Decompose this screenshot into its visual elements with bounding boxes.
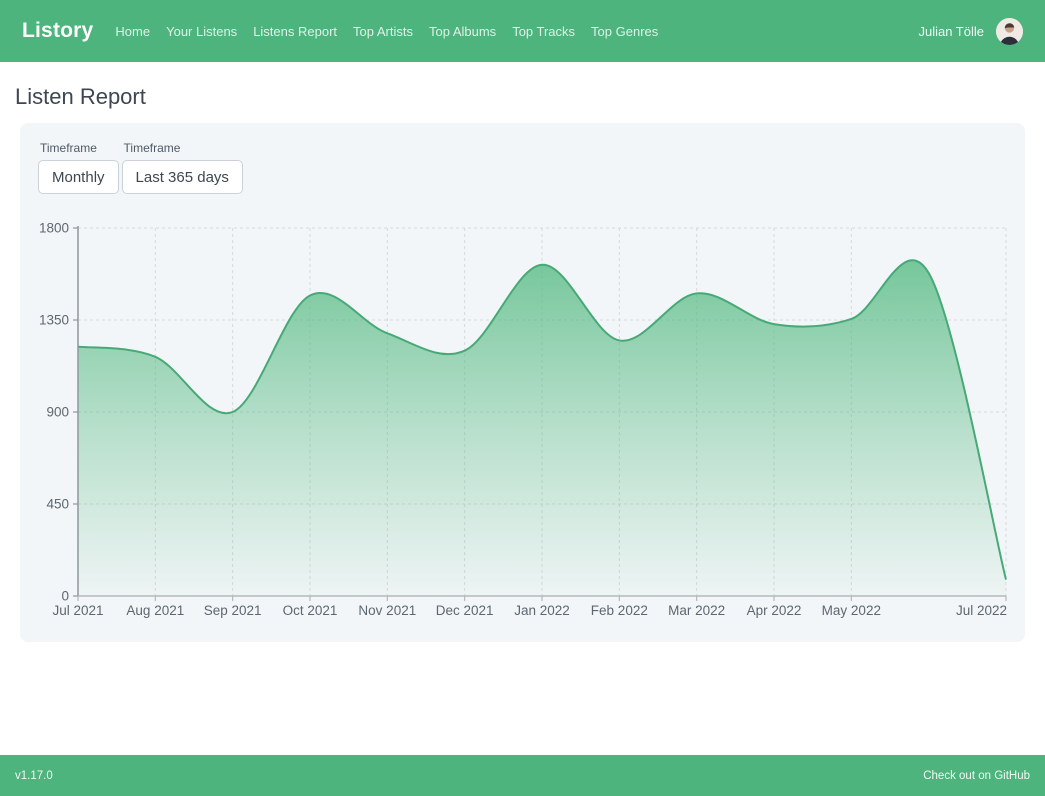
report-card: Timeframe Monthly Timeframe Last 365 day… <box>20 123 1025 642</box>
nav-item-top-artists[interactable]: Top Artists <box>353 23 413 39</box>
x-axis-label: Jul 2021 <box>52 603 103 618</box>
x-axis-label: Dec 2021 <box>436 603 494 618</box>
nav-item-home[interactable]: Home <box>115 23 151 39</box>
nav-item-top-tracks[interactable]: Top Tracks <box>512 23 576 39</box>
github-link[interactable]: Check out on GitHub <box>923 769 1030 782</box>
user-name: Julian Tölle <box>918 23 984 39</box>
area-fill <box>78 260 1006 596</box>
x-axis-label: Nov 2021 <box>358 603 416 618</box>
timeframe-group-interval: Timeframe Monthly <box>38 141 119 194</box>
top-nav: Listory Home Your Listens Listens Report… <box>0 0 1045 62</box>
timeframe-filters: Timeframe Monthly Timeframe Last 365 day… <box>38 141 1007 194</box>
y-axis-label: 900 <box>46 405 69 420</box>
timeframe-label: Timeframe <box>40 141 97 155</box>
nav-item-your-listens[interactable]: Your Listens <box>166 23 238 39</box>
x-axis-label: Jan 2022 <box>514 603 570 618</box>
app-version: v1.17.0 <box>15 769 53 782</box>
nav-item-listens-report[interactable]: Listens Report <box>253 23 338 39</box>
nav-user-area: Julian Tölle <box>918 17 1023 45</box>
y-axis-label: 1350 <box>39 313 69 328</box>
timeframe-label: Timeframe <box>123 141 181 155</box>
main-content: Listen Report Timeframe Monthly Timefram… <box>0 84 1045 642</box>
listens-area-chart[interactable]: 0 450 900 1350 1800 Jul 2021 Aug 2021 Sep 2021 O… <box>38 221 1007 621</box>
footer: v1.17.0 Check out on GitHub <box>0 755 1045 796</box>
chart-canvas[interactable]: 0 450 900 1350 1800 Jul 2021 Aug 2021 Sep 2021 O… <box>38 221 1007 621</box>
page-title: Listen Report <box>15 84 146 109</box>
x-axis-label: Aug 2021 <box>126 603 184 618</box>
range-select-button[interactable]: Last 365 days <box>121 160 243 194</box>
x-axis-label: Feb 2022 <box>591 603 648 618</box>
x-axis-label: Mar 2022 <box>668 603 725 618</box>
timeframe-group-range: Timeframe Last 365 days <box>121 141 243 194</box>
x-axis-label: Jul 2022 <box>956 603 1007 618</box>
interval-select-button[interactable]: Monthly <box>38 160 119 194</box>
user-avatar-icon[interactable] <box>996 17 1023 45</box>
y-axis-label: 450 <box>46 497 69 512</box>
nav-item-top-genres[interactable]: Top Genres <box>591 23 659 39</box>
nav-item-top-albums[interactable]: Top Albums <box>428 23 497 39</box>
x-axis-label: May 2022 <box>822 603 881 618</box>
brand-logo[interactable]: Listory <box>22 19 94 42</box>
x-axis-label: Sep 2021 <box>204 603 262 618</box>
series-line <box>78 259 1007 580</box>
y-axis-label: 0 <box>61 589 69 604</box>
nav-menu: Home Your Listens Listens Report Top Art… <box>115 24 918 39</box>
x-axis-label: Oct 2021 <box>283 603 338 618</box>
y-axis-label: 1800 <box>39 221 69 236</box>
x-axis-label: Apr 2022 <box>747 603 802 618</box>
